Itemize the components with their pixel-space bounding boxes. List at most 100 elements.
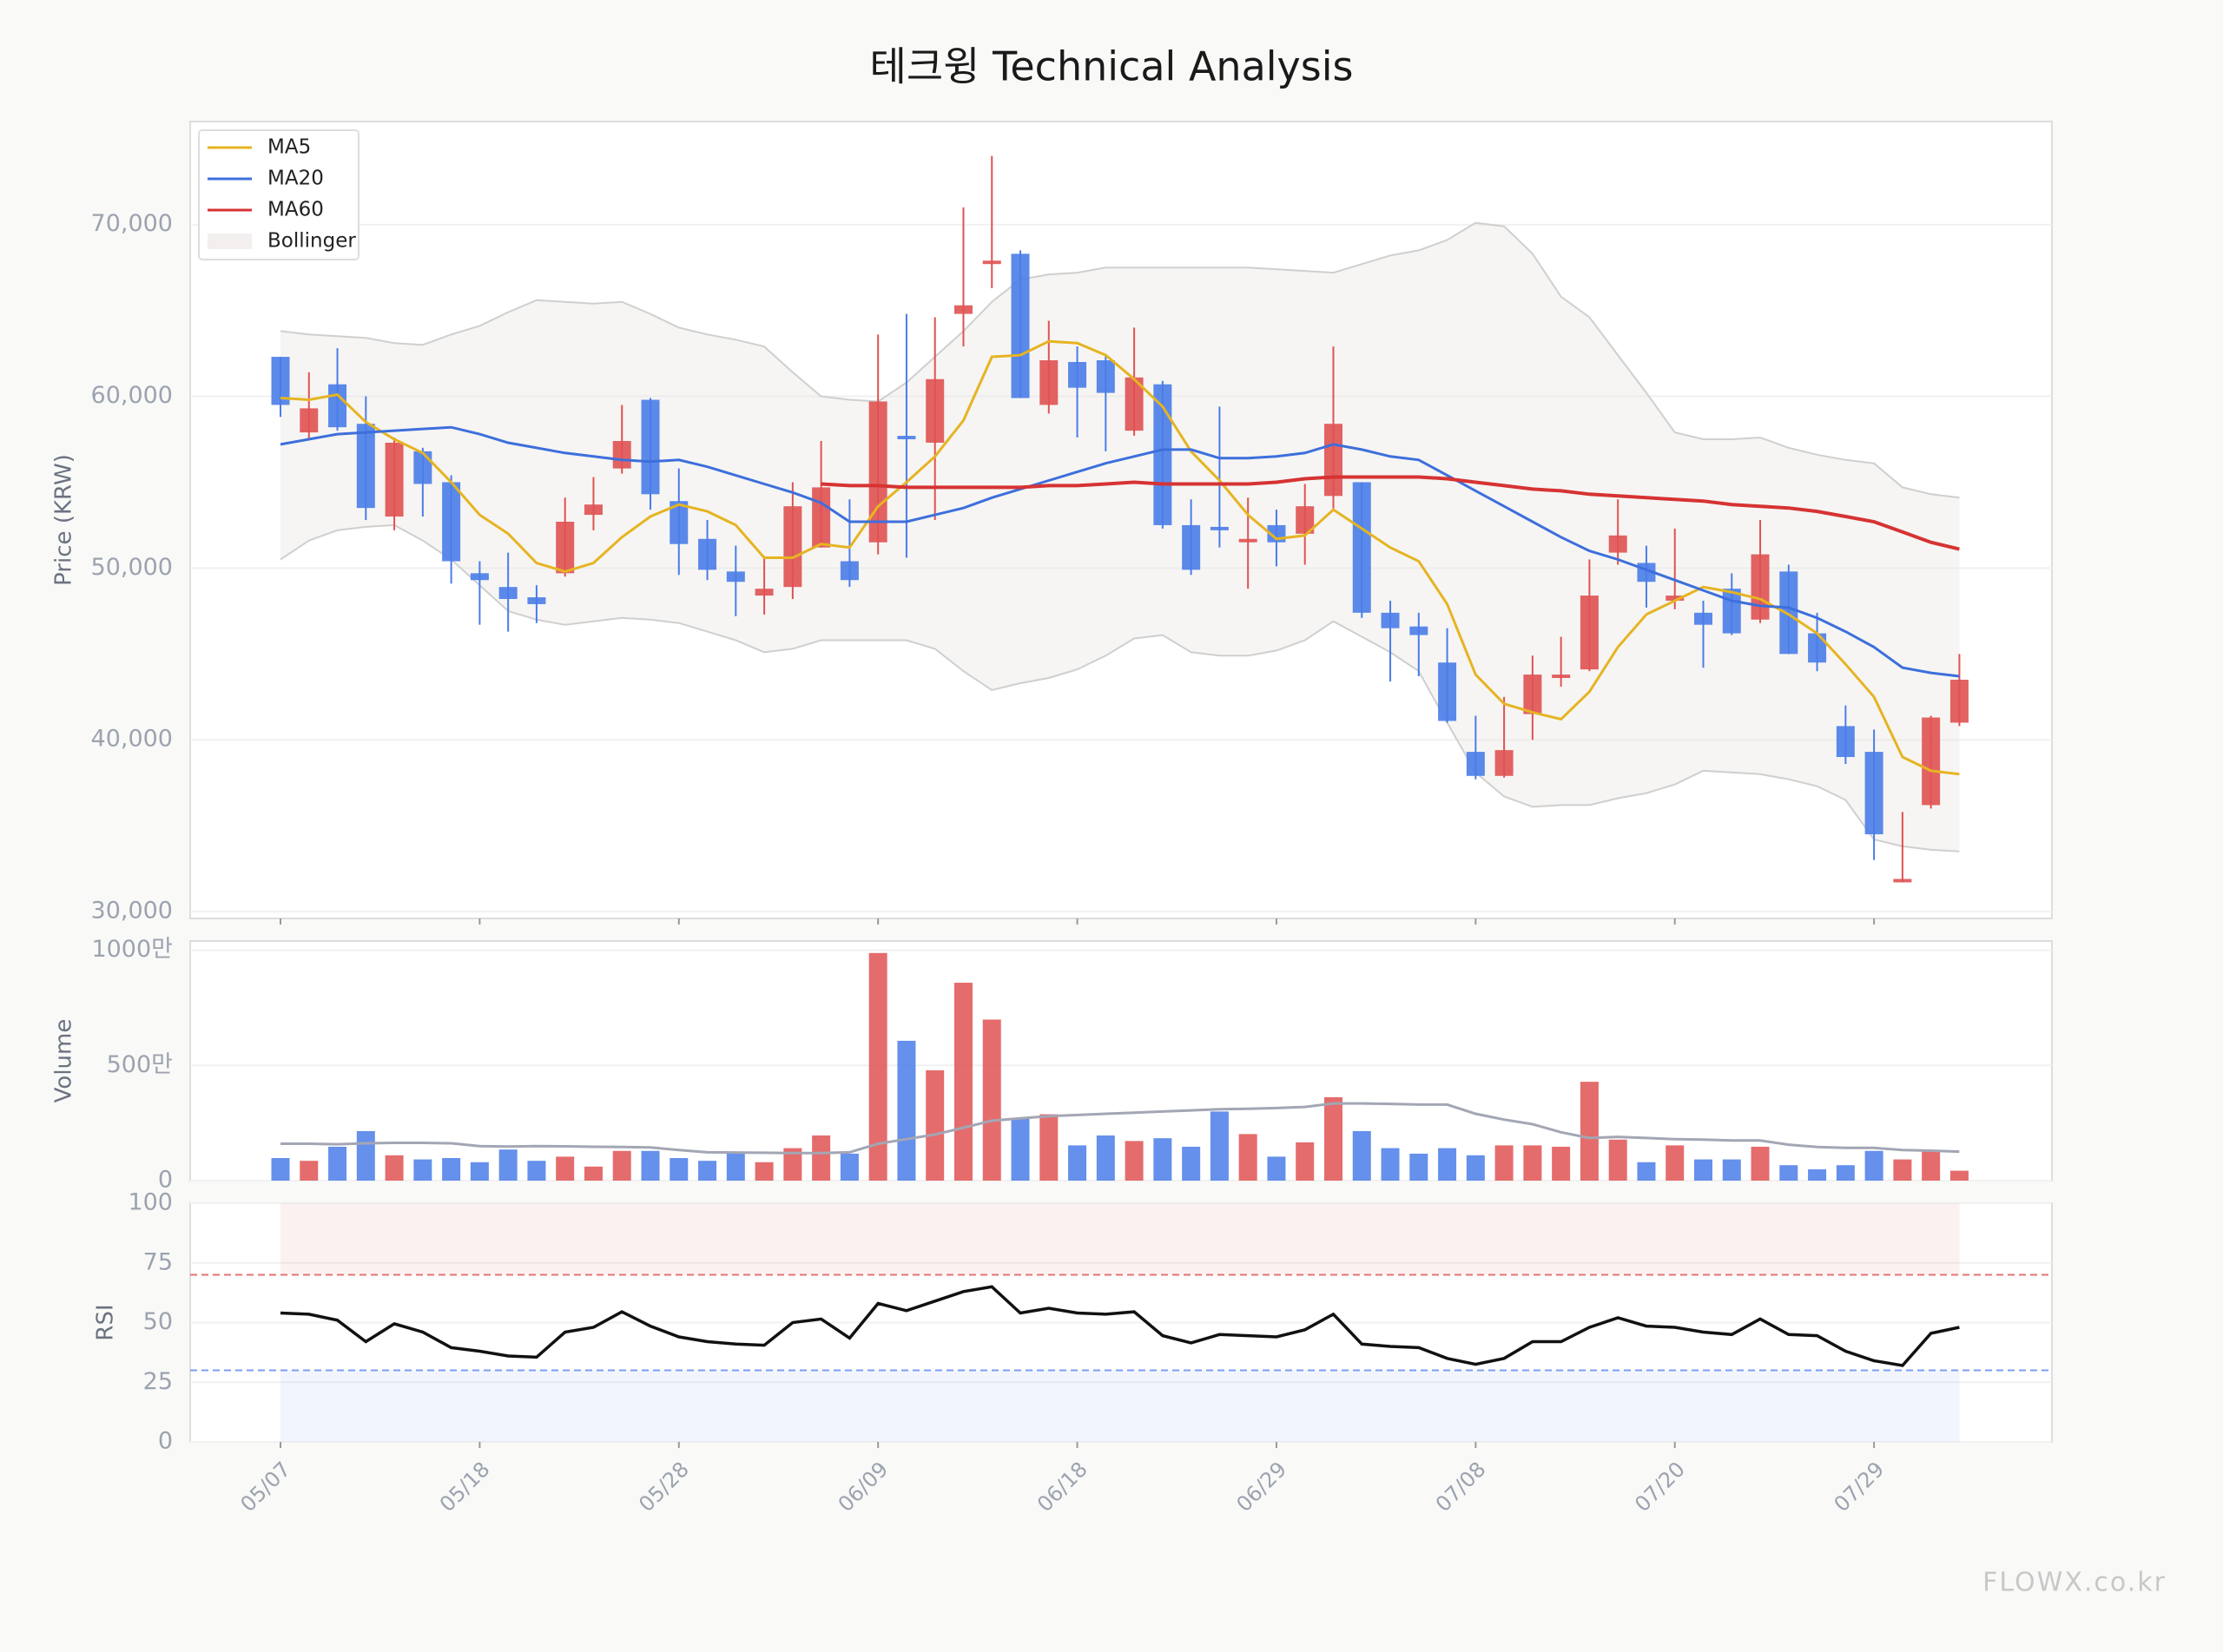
volume-bar xyxy=(1096,1135,1115,1181)
volume-bar xyxy=(1494,1145,1514,1181)
x-tick-label: 07/29 xyxy=(1830,1457,1890,1517)
candle-body xyxy=(1523,675,1542,714)
y-axis-label: Volume xyxy=(51,1019,77,1103)
volume-bar xyxy=(1267,1156,1286,1181)
legend: MA5 MA20 MA60 Bollinger xyxy=(198,129,360,260)
y-tick-label: 70,000 xyxy=(91,210,173,237)
volume-bar xyxy=(498,1149,518,1181)
ma-line xyxy=(821,475,1960,551)
candle-body xyxy=(1922,717,1941,806)
volume-bar xyxy=(584,1166,603,1181)
volume-bar xyxy=(1552,1146,1571,1181)
candle-body xyxy=(1808,633,1827,663)
candle-body xyxy=(527,597,546,604)
y-tick-label: 75 xyxy=(143,1248,173,1275)
volume-bar xyxy=(1751,1146,1770,1181)
volume-bar xyxy=(1779,1165,1798,1181)
volume-bar xyxy=(1381,1148,1400,1181)
volume-bar xyxy=(1808,1168,1827,1181)
volume-bar xyxy=(1125,1141,1144,1181)
candle-body xyxy=(1580,596,1599,670)
y-tick-label: 30,000 xyxy=(91,898,173,925)
volume-bar xyxy=(1637,1162,1656,1181)
candle-body xyxy=(1552,675,1571,679)
candle-body xyxy=(442,482,461,562)
candle-body xyxy=(1011,253,1030,398)
volume-bar xyxy=(356,1130,375,1181)
candle-body xyxy=(470,573,489,581)
candle-body xyxy=(1381,612,1400,629)
volume-bar xyxy=(641,1150,660,1181)
volume-bar xyxy=(698,1161,717,1181)
candle-body xyxy=(1949,679,1969,723)
volume-bar xyxy=(670,1157,689,1181)
volume-bar xyxy=(1011,1118,1030,1181)
volume-bar xyxy=(982,1019,1001,1181)
volume-bar xyxy=(300,1161,319,1181)
candle-body xyxy=(1666,596,1685,601)
bollinger-lower xyxy=(280,523,1960,852)
candle-body xyxy=(1182,524,1201,570)
volume-bar xyxy=(726,1152,745,1181)
volume-ma xyxy=(280,1102,1960,1155)
y-tick-label: 500만 xyxy=(107,1051,173,1078)
candle-body xyxy=(783,506,802,588)
volume-bar xyxy=(1153,1138,1172,1181)
volume-bar xyxy=(1836,1165,1855,1181)
volume-bar xyxy=(1949,1170,1969,1181)
x-tick-label: 06/18 xyxy=(1032,1457,1092,1517)
candle-body xyxy=(556,521,575,574)
legend-swatch xyxy=(208,234,252,249)
volume-bar xyxy=(1722,1159,1741,1181)
candle-body xyxy=(300,408,319,433)
y-axis-label: Price (KRW) xyxy=(51,454,77,586)
y-tick-label: 50,000 xyxy=(91,554,173,581)
candle-body xyxy=(271,357,290,405)
candle-body xyxy=(1893,879,1912,883)
candle-body xyxy=(1466,752,1485,776)
candle-body xyxy=(1494,750,1514,776)
y-tick-label: 0 xyxy=(158,1167,173,1194)
legend-label: MA20 xyxy=(267,168,324,190)
candle-body xyxy=(498,587,518,600)
ma-line xyxy=(280,339,1960,776)
y-tick-label: 1000만 xyxy=(91,936,173,963)
volume-bar xyxy=(783,1148,802,1181)
candle-body xyxy=(1836,726,1855,758)
candle-body xyxy=(1153,384,1172,525)
y-axis-label: RSI xyxy=(93,1304,119,1340)
legend-label: MA60 xyxy=(267,199,324,221)
volume-bar xyxy=(385,1155,404,1181)
candle-body xyxy=(385,442,404,517)
candle-body xyxy=(1438,662,1457,721)
candle-body xyxy=(356,424,375,509)
candle-body xyxy=(1068,361,1087,388)
volume-bar xyxy=(612,1150,631,1181)
candle-body xyxy=(953,305,973,314)
volume-bar xyxy=(1068,1145,1087,1181)
volume-bar xyxy=(755,1162,774,1181)
x-tick-label: 05/18 xyxy=(435,1457,495,1517)
volume-bar xyxy=(1666,1145,1685,1181)
candle-body xyxy=(1409,626,1428,635)
legend-label: MA5 xyxy=(267,136,311,159)
candle-body xyxy=(413,451,432,484)
candle-body xyxy=(1125,377,1144,431)
volume-bar xyxy=(1238,1134,1257,1181)
volume-bar xyxy=(1438,1148,1457,1181)
x-tick-label: 05/07 xyxy=(235,1457,295,1517)
candle-body xyxy=(328,384,347,428)
volume-bar xyxy=(413,1159,432,1181)
candle-body xyxy=(1608,535,1627,553)
candle-body xyxy=(1323,424,1342,497)
candle-body xyxy=(698,538,717,570)
candle-body xyxy=(1352,482,1371,613)
candle-body xyxy=(670,501,689,544)
candle-body xyxy=(1779,571,1798,655)
volume-bar xyxy=(1864,1150,1883,1181)
x-tick-label: 06/09 xyxy=(834,1457,894,1517)
candle-body xyxy=(641,399,660,495)
volume-bar xyxy=(556,1156,575,1181)
candle-body xyxy=(982,260,1001,265)
volume-bar xyxy=(328,1146,347,1181)
